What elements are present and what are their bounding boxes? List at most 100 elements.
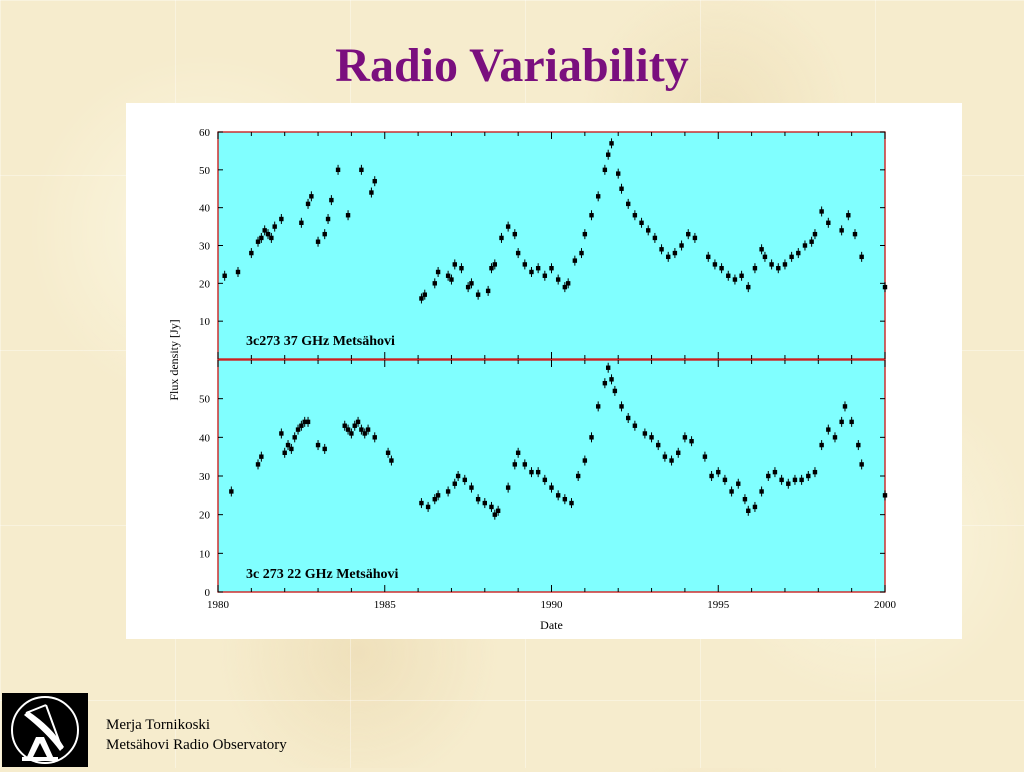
- radio-telescope-dish-icon: [11, 696, 79, 764]
- series-label: 3c273 37 GHz Metsähovi: [246, 334, 395, 349]
- data-point: [542, 273, 548, 278]
- x-tick-label: 1990: [541, 599, 564, 611]
- data-point: [499, 235, 504, 241]
- data-point: [849, 419, 854, 425]
- data-point: [819, 442, 824, 448]
- data-point: [666, 254, 671, 260]
- data-point: [649, 435, 654, 440]
- chart-panel-2: 0 10 20 30 40 50 1980 1985 1990 1995 2000 3c 273 22…: [199, 359, 897, 611]
- data-point: [632, 213, 638, 218]
- data-point: [235, 269, 241, 275]
- y-tick-label: 50: [199, 165, 211, 177]
- data-point: [325, 216, 331, 222]
- data-point: [529, 469, 534, 475]
- data-point: [259, 235, 264, 241]
- data-point: [495, 508, 501, 513]
- data-point: [425, 504, 431, 510]
- data-point: [882, 493, 888, 498]
- data-point: [826, 220, 831, 225]
- data-point: [289, 446, 294, 452]
- data-point: [455, 473, 461, 479]
- data-point: [602, 381, 608, 386]
- data-point: [315, 239, 321, 244]
- data-point: [435, 493, 441, 498]
- data-point: [642, 431, 648, 436]
- data-point: [562, 284, 568, 290]
- y-axis-label: Flux density [Jy]: [167, 319, 181, 400]
- series-label: 3c 273 22 GHz Metsähovi: [246, 567, 399, 582]
- affiliation: Metsähovi Radio Observatory: [106, 737, 287, 753]
- data-point: [485, 288, 491, 294]
- data-point: [362, 431, 367, 436]
- data-point: [832, 435, 838, 440]
- data-point: [686, 231, 691, 237]
- y-tick-label: 10: [199, 548, 211, 560]
- data-point: [789, 254, 794, 260]
- data-point: [322, 446, 327, 452]
- y-tick-label: 30: [199, 241, 211, 253]
- data-point: [305, 419, 311, 425]
- data-point: [859, 254, 864, 260]
- data-point: [856, 442, 861, 448]
- data-point: [299, 423, 304, 428]
- data-point: [255, 239, 261, 244]
- data-point: [716, 469, 721, 475]
- data-point: [769, 262, 774, 267]
- data-point: [512, 462, 518, 467]
- data-point: [529, 269, 534, 275]
- data-point: [595, 404, 601, 409]
- data-point: [859, 462, 864, 467]
- data-point: [639, 220, 644, 225]
- data-point: [579, 250, 584, 256]
- data-point: [469, 281, 474, 286]
- data-point: [222, 273, 227, 278]
- data-point: [449, 277, 454, 282]
- data-point: [682, 435, 688, 440]
- data-point: [605, 152, 611, 157]
- data-point: [345, 427, 351, 432]
- data-point: [766, 473, 771, 479]
- plot-area: [218, 132, 885, 359]
- data-point: [752, 266, 758, 271]
- data-point: [796, 250, 801, 256]
- data-point: [372, 178, 377, 184]
- data-point: [492, 512, 498, 517]
- data-point: [669, 458, 674, 463]
- data-point: [482, 500, 487, 506]
- data-point: [269, 235, 274, 241]
- data-point: [806, 473, 811, 479]
- data-point: [549, 266, 554, 271]
- data-point: [852, 231, 858, 237]
- data-point: [626, 201, 631, 207]
- data-point: [619, 186, 624, 191]
- data-point: [746, 508, 751, 513]
- data-point: [736, 481, 741, 486]
- data-point: [722, 477, 728, 483]
- data-point: [452, 481, 457, 486]
- data-point: [229, 489, 234, 494]
- data-point: [616, 171, 621, 176]
- data-point: [799, 477, 804, 483]
- data-point: [359, 167, 364, 173]
- data-point: [522, 262, 528, 267]
- data-point: [729, 489, 734, 494]
- data-point: [505, 224, 511, 229]
- data-point: [776, 266, 781, 271]
- data-point: [772, 469, 778, 475]
- data-point: [335, 167, 341, 173]
- data-point: [385, 450, 391, 455]
- data-point: [419, 296, 424, 301]
- observatory-logo: [2, 693, 88, 767]
- x-tick-label: 1985: [374, 599, 397, 611]
- data-point: [512, 231, 518, 237]
- data-point: [846, 213, 851, 218]
- data-point: [582, 458, 588, 463]
- data-point: [272, 224, 277, 229]
- data-point: [595, 194, 601, 199]
- data-point: [809, 239, 814, 244]
- data-point: [565, 281, 571, 286]
- data-point: [259, 454, 264, 459]
- data-point: [489, 504, 494, 510]
- data-point: [739, 273, 744, 278]
- data-point: [282, 450, 287, 455]
